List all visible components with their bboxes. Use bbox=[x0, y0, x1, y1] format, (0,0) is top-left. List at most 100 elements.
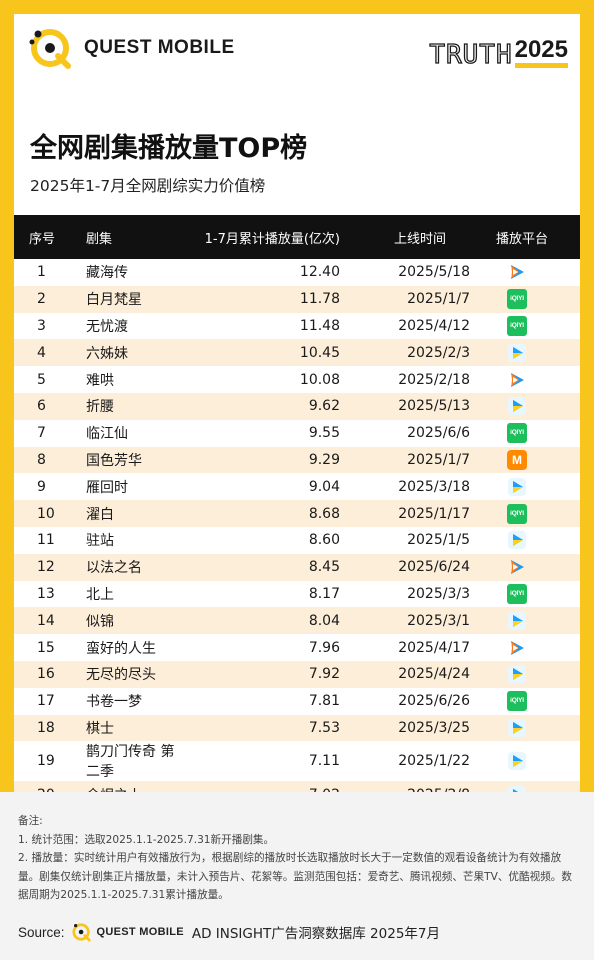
views-cell: 11.78 bbox=[299, 291, 340, 308]
youku-icon bbox=[507, 611, 527, 631]
table-row: 9 雁回时 9.04 2025/3/18 bbox=[14, 473, 580, 501]
platform-cell bbox=[474, 554, 580, 581]
rank-cell: 19 bbox=[37, 753, 55, 770]
platform-cell bbox=[474, 607, 580, 634]
date-cell: 2025/2/3 bbox=[407, 344, 470, 361]
rank-cell: 1 bbox=[37, 264, 46, 281]
name-cell: 难哄 bbox=[86, 372, 114, 389]
views-cell: 8.45 bbox=[308, 559, 340, 576]
youku-icon bbox=[507, 477, 527, 497]
quest-mobile-logo: QUEST MOBILE bbox=[28, 26, 235, 70]
platform-cell: iQIYI bbox=[474, 420, 580, 447]
name-cell: 驻站 bbox=[86, 533, 114, 550]
quest-mobile-logo-icon bbox=[29, 29, 71, 69]
date-cell: 2025/1/7 bbox=[407, 291, 470, 308]
date-cell: 2025/5/13 bbox=[398, 398, 470, 415]
table-row: 6 折腰 9.62 2025/5/13 bbox=[14, 392, 580, 420]
iqiyi-icon: iQIYI bbox=[507, 503, 527, 524]
name-cell: 无尽的尽头 bbox=[86, 667, 156, 684]
rank-cell: 11 bbox=[37, 532, 55, 549]
date-cell: 2025/1/22 bbox=[398, 753, 470, 770]
table-row: 7 临江仙 9.55 2025/6/6 iQIYI bbox=[14, 419, 580, 447]
truth-year: 2025 bbox=[514, 38, 568, 68]
table-row: 18 棋士 7.53 2025/3/25 bbox=[14, 714, 580, 742]
source-text: AD INSIGHT广告洞察数据库 2025年7月 bbox=[191, 926, 441, 942]
name-cell: 北上 bbox=[86, 586, 114, 603]
youku-icon bbox=[507, 751, 527, 771]
rank-cell: 5 bbox=[37, 371, 46, 388]
platform-cell: iQIYI bbox=[474, 313, 580, 340]
footer-area bbox=[0, 792, 594, 960]
header-platform: 播放平台 bbox=[496, 231, 549, 247]
date-cell: 2025/3/18 bbox=[398, 478, 470, 495]
table-row: 10 濯白 8.68 2025/1/17 iQIYI bbox=[14, 500, 580, 527]
rank-cell: 4 bbox=[37, 344, 46, 361]
name-cell: 鹊刀门传奇 第二季 bbox=[86, 744, 175, 781]
rank-cell: 12 bbox=[37, 559, 55, 576]
name-cell: 雁回时 bbox=[86, 479, 128, 496]
name-cell: 书卷一梦 bbox=[86, 694, 142, 711]
name-cell: 濯白 bbox=[86, 506, 114, 523]
header-views: 1-7月累计播放量(亿次) bbox=[204, 231, 340, 247]
platform-cell bbox=[474, 393, 580, 420]
table-row: 12 以法之名 8.45 2025/6/24 bbox=[14, 553, 580, 581]
table-row: 11 驻站 8.60 2025/1/5 bbox=[14, 526, 580, 554]
table-row: 2 白月梵星 11.78 2025/1/7 iQIYI bbox=[14, 285, 580, 313]
date-cell: 2025/5/18 bbox=[398, 264, 470, 281]
platform-cell: iQIYI bbox=[474, 581, 580, 608]
date-cell: 2025/3/3 bbox=[407, 585, 470, 602]
name-cell: 白月梵星 bbox=[86, 292, 142, 309]
name-cell: 临江仙 bbox=[86, 426, 128, 443]
views-cell: 8.17 bbox=[308, 585, 340, 602]
date-cell: 2025/6/24 bbox=[398, 559, 470, 576]
tencent-video-icon bbox=[507, 370, 527, 390]
iqiyi-icon: iQIYI bbox=[507, 423, 527, 444]
date-cell: 2025/1/17 bbox=[398, 505, 470, 522]
platform-cell bbox=[474, 634, 580, 661]
views-cell: 9.29 bbox=[308, 451, 340, 468]
views-cell: 8.04 bbox=[308, 612, 340, 629]
rank-cell: 17 bbox=[37, 693, 55, 710]
table-row: 4 六姊妹 10.45 2025/2/3 bbox=[14, 339, 580, 367]
quest-mobile-small-icon bbox=[71, 923, 91, 942]
rank-cell: 2 bbox=[37, 291, 46, 308]
rank-cell: 18 bbox=[37, 719, 55, 736]
table-row: 13 北上 8.17 2025/3/3 iQIYI bbox=[14, 580, 580, 608]
header-rank: 序号 bbox=[29, 231, 56, 247]
source-logo: QUEST MOBILE bbox=[71, 922, 184, 942]
table-row: 16 无尽的尽头 7.92 2025/4/24 bbox=[14, 660, 580, 688]
views-cell: 9.55 bbox=[308, 425, 340, 442]
date-cell: 2025/4/24 bbox=[398, 666, 470, 683]
platform-cell bbox=[474, 473, 580, 500]
rank-cell: 10 bbox=[37, 505, 55, 522]
views-cell: 8.60 bbox=[308, 532, 340, 549]
platform-cell: iQIYI bbox=[474, 286, 580, 313]
youku-icon bbox=[507, 530, 527, 550]
youku-icon bbox=[507, 664, 527, 684]
name-cell: 以法之名 bbox=[86, 560, 142, 577]
rank-cell: 3 bbox=[37, 317, 46, 334]
platform-cell bbox=[474, 339, 580, 366]
table-row: 19 鹊刀门传奇 第二季 7.11 2025/1/22 bbox=[14, 741, 580, 782]
page-subtitle: 2025年1-7月全网剧综实力价值榜 bbox=[30, 177, 266, 195]
views-cell: 7.92 bbox=[308, 666, 340, 683]
truth-word: TRUTH bbox=[429, 40, 513, 70]
table-row: 8 国色芳华 9.29 2025/1/7 M bbox=[14, 446, 580, 474]
brand-name: QUEST MOBILE bbox=[84, 37, 235, 58]
date-cell: 2025/6/6 bbox=[407, 425, 470, 442]
truth-2025-badge: TRUTH 2025 bbox=[429, 38, 568, 70]
name-cell: 六姊妹 bbox=[86, 345, 128, 362]
iqiyi-icon: iQIYI bbox=[507, 691, 527, 712]
tencent-video-icon bbox=[507, 557, 527, 577]
date-cell: 2025/4/17 bbox=[398, 639, 470, 656]
table-row: 15 蛮好的人生 7.96 2025/4/17 bbox=[14, 634, 580, 661]
rank-cell: 6 bbox=[37, 398, 46, 415]
notes-heading: 备注: bbox=[18, 815, 43, 827]
notes: 备注: 1. 统计范围：选取2025.1.1-2025.7.31新开播剧集。 2… bbox=[18, 812, 574, 905]
views-cell: 7.96 bbox=[308, 639, 340, 656]
views-cell: 7.53 bbox=[308, 719, 340, 736]
date-cell: 2025/2/18 bbox=[398, 371, 470, 388]
iqiyi-icon: iQIYI bbox=[507, 583, 527, 604]
name-cell: 藏海传 bbox=[86, 265, 128, 282]
report-card: QUEST MOBILE TRUTH 2025 全网剧集播放量TOP榜 2025… bbox=[14, 14, 580, 809]
